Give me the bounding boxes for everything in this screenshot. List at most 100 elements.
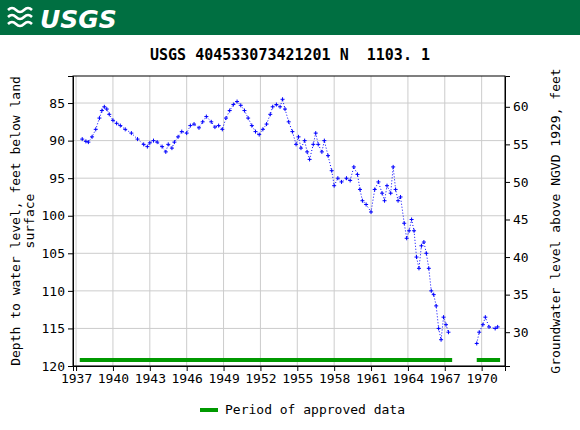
tick: 105 xyxy=(42,246,73,261)
grid-line xyxy=(73,103,505,104)
grid-line xyxy=(73,253,505,254)
x-axis: 1937194019431946194919521955195819611964… xyxy=(61,366,506,386)
tick-label: 85 xyxy=(49,96,65,111)
data-point xyxy=(220,127,224,131)
data-point xyxy=(348,178,352,182)
tick: 90 xyxy=(49,133,73,148)
data-point xyxy=(172,140,176,144)
data-point xyxy=(152,139,156,143)
tick: 1970 xyxy=(466,366,497,386)
data-point xyxy=(217,124,221,128)
data-point xyxy=(265,122,269,126)
data-point xyxy=(391,165,395,169)
data-point xyxy=(261,127,265,131)
tick-label: 35 xyxy=(513,287,529,302)
tick: 55 xyxy=(505,137,529,152)
approved-period xyxy=(477,358,500,362)
title: USGS 404533073421201 N 1103. 1 xyxy=(150,46,430,64)
data-point xyxy=(188,124,192,128)
data-point xyxy=(166,142,170,146)
data-point xyxy=(90,135,94,139)
tick-label: 45 xyxy=(513,212,529,227)
tick-label: 110 xyxy=(42,284,65,299)
data-point xyxy=(352,165,356,169)
data-point xyxy=(402,221,406,225)
tick-label: 30 xyxy=(513,325,529,340)
data-point xyxy=(231,103,235,107)
tick: 1949 xyxy=(208,366,239,386)
data-point xyxy=(487,325,491,329)
grid-line xyxy=(297,76,298,366)
tick-mark xyxy=(68,366,73,367)
data-point xyxy=(105,107,109,111)
data-point xyxy=(475,341,479,345)
data-line xyxy=(82,99,497,343)
data-point xyxy=(185,131,189,135)
data-point xyxy=(287,120,291,124)
tick-mark xyxy=(505,182,510,183)
tick-mark xyxy=(505,107,510,108)
y2-axis: 30354045505560 xyxy=(505,77,529,367)
logo-text: USGS xyxy=(40,5,117,34)
data-point xyxy=(336,176,340,180)
grid xyxy=(73,76,505,366)
data-point xyxy=(369,210,373,214)
grid-line xyxy=(260,76,261,366)
header-band xyxy=(0,0,580,35)
tick-label: 1949 xyxy=(208,371,239,386)
tick: 60 xyxy=(505,99,529,114)
data-point xyxy=(107,112,111,116)
tick-label: 40 xyxy=(513,250,529,265)
data-point xyxy=(155,140,159,144)
tick: 1961 xyxy=(356,366,387,386)
y-axis-title: surface xyxy=(22,193,37,248)
tick-mark xyxy=(505,219,510,220)
tick-label: 1955 xyxy=(282,371,313,386)
data-point xyxy=(94,127,98,131)
tick: 1943 xyxy=(135,366,166,386)
data-point xyxy=(344,176,348,180)
data-point xyxy=(176,135,180,139)
legend-swatch xyxy=(200,408,218,412)
tick: 115 xyxy=(42,321,73,336)
data-point xyxy=(364,202,368,206)
data-point xyxy=(481,323,485,327)
tick-mark xyxy=(68,178,73,179)
data-point xyxy=(239,103,243,107)
data-point xyxy=(180,130,184,134)
data-point xyxy=(254,130,258,134)
tick: 45 xyxy=(505,212,529,227)
data-point xyxy=(213,125,217,129)
data-point xyxy=(160,145,164,149)
tick-label: 1937 xyxy=(61,371,92,386)
approved-period xyxy=(80,358,452,362)
data-point xyxy=(257,133,261,137)
tick-mark xyxy=(68,291,73,292)
tick-label: 55 xyxy=(513,137,529,152)
grid-line xyxy=(73,290,505,291)
tick-mark xyxy=(68,141,73,142)
data-point xyxy=(136,137,140,141)
y2-axis-title: Groundwater level above NGVD 1929, feet xyxy=(548,68,563,373)
data-point xyxy=(437,326,441,330)
data-point xyxy=(477,330,481,334)
data-point xyxy=(123,127,127,131)
data-point xyxy=(308,157,312,161)
data-point xyxy=(380,191,384,195)
data-point xyxy=(145,145,149,149)
data-point xyxy=(405,236,409,240)
grid-line xyxy=(407,76,408,366)
tick: 1967 xyxy=(430,366,461,386)
tick-label: 1961 xyxy=(356,371,387,386)
data-point xyxy=(330,169,334,173)
grid-line xyxy=(334,76,335,366)
logo-icon xyxy=(8,8,32,26)
data-point xyxy=(115,121,119,125)
data-point xyxy=(412,229,416,233)
data-point xyxy=(303,139,307,143)
tick-mark xyxy=(505,295,510,296)
data-point xyxy=(320,150,324,154)
data-point xyxy=(84,139,88,143)
data-point xyxy=(419,244,423,248)
data-point xyxy=(316,142,320,146)
